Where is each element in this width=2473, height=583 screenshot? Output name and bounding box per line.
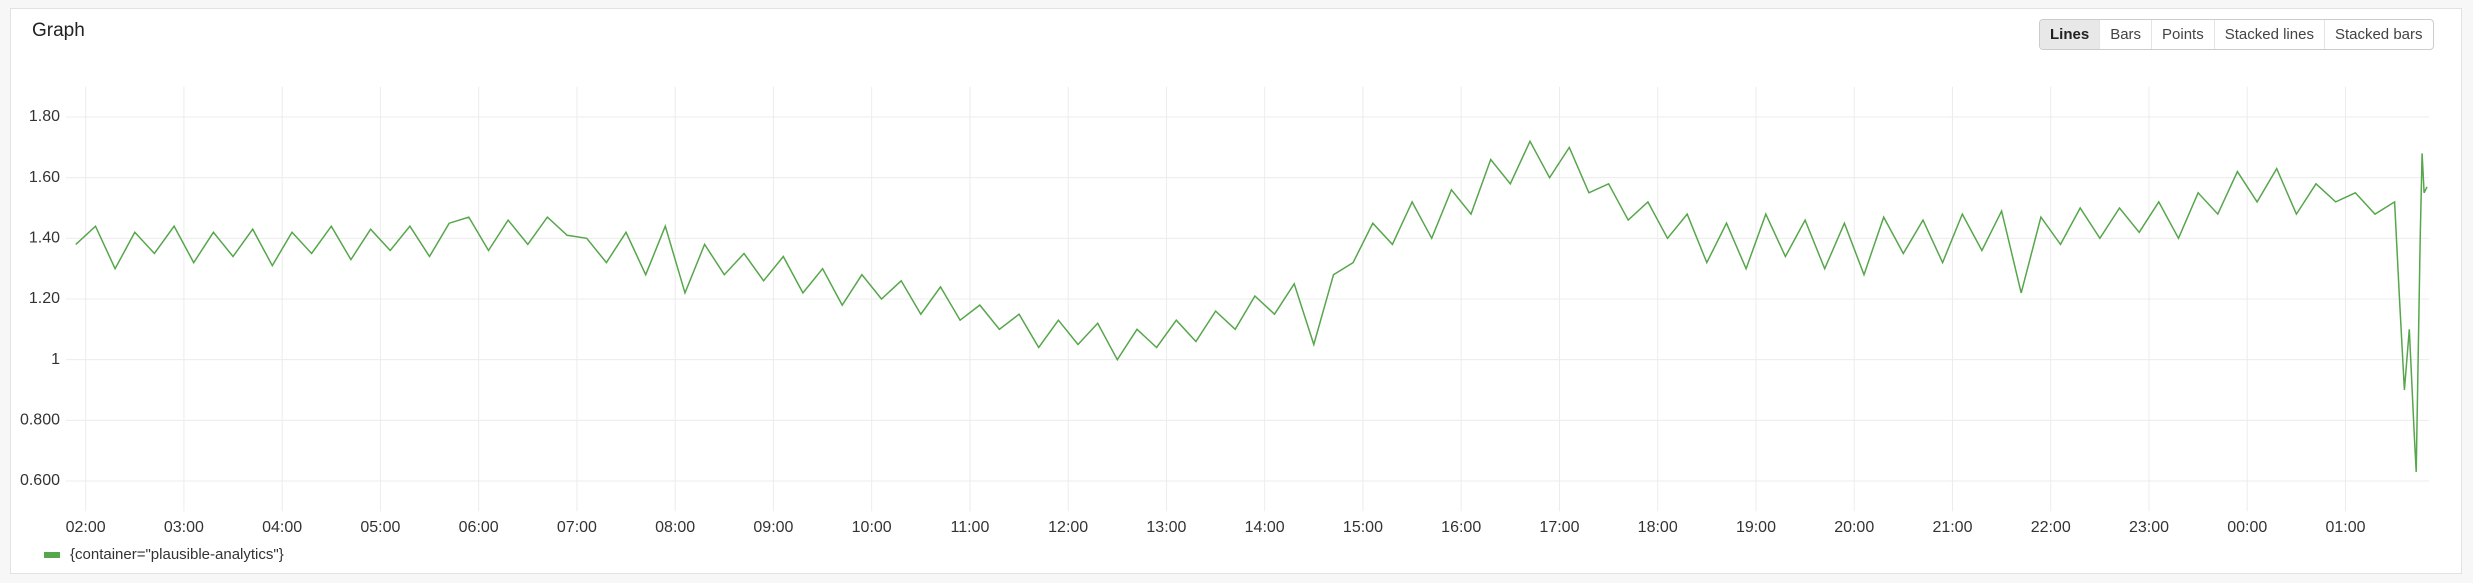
x-tick-label: 10:00	[852, 519, 892, 536]
mode-button[interactable]: Stacked bars	[2323, 20, 2433, 49]
mode-button[interactable]: Lines	[2040, 20, 2100, 49]
mode-button[interactable]: Points	[2151, 20, 2214, 49]
y-tick-label: 1	[51, 351, 60, 368]
graph-panel	[10, 8, 2462, 574]
mode-button[interactable]: Stacked lines	[2213, 20, 2324, 49]
series-line	[75, 139, 2428, 472]
x-tick-label: 18:00	[1638, 519, 1678, 536]
mode-button[interactable]: Bars	[2099, 20, 2151, 49]
x-tick-label: 17:00	[1539, 519, 1579, 536]
y-tick-label: 0.600	[20, 472, 60, 489]
x-tick-label: 00:00	[2227, 519, 2267, 536]
x-tick-label: 22:00	[2031, 519, 2071, 536]
x-tick-label: 04:00	[262, 519, 302, 536]
x-tick-label: 03:00	[164, 519, 204, 536]
x-tick-label: 06:00	[459, 519, 499, 536]
x-tick-label: 07:00	[557, 519, 597, 536]
legend-label: {container="plausible-analytics"}	[70, 546, 284, 563]
mode-toolbar: Lines Bars Points Stacked lines Stacked bars	[2039, 19, 2434, 50]
legend-swatch	[44, 552, 60, 558]
y-tick-label: 1.80	[29, 108, 60, 125]
x-tick-label: 09:00	[753, 519, 793, 536]
x-tick-label: 14:00	[1245, 519, 1285, 536]
y-tick-label: 1.60	[29, 169, 60, 186]
x-tick-label: 20:00	[1834, 519, 1874, 536]
x-tick-label: 08:00	[655, 519, 695, 536]
x-tick-label: 16:00	[1441, 519, 1481, 536]
chart-title: Graph	[32, 20, 85, 41]
y-tick-label: 0.800	[20, 412, 60, 429]
x-tick-label: 19:00	[1736, 519, 1776, 536]
x-tick-label: 12:00	[1048, 519, 1088, 536]
x-tick-label: 02:00	[66, 519, 106, 536]
x-tick-label: 21:00	[1932, 519, 1972, 536]
x-tick-label: 23:00	[2129, 519, 2169, 536]
x-tick-label: 01:00	[2325, 519, 2365, 536]
x-tick-label: 13:00	[1146, 519, 1186, 536]
x-tick-label: 15:00	[1343, 519, 1383, 536]
y-tick-label: 1.40	[29, 230, 60, 247]
x-tick-label: 11:00	[951, 519, 990, 536]
x-tick-label: 05:00	[360, 519, 400, 536]
y-tick-label: 1.20	[29, 290, 60, 307]
